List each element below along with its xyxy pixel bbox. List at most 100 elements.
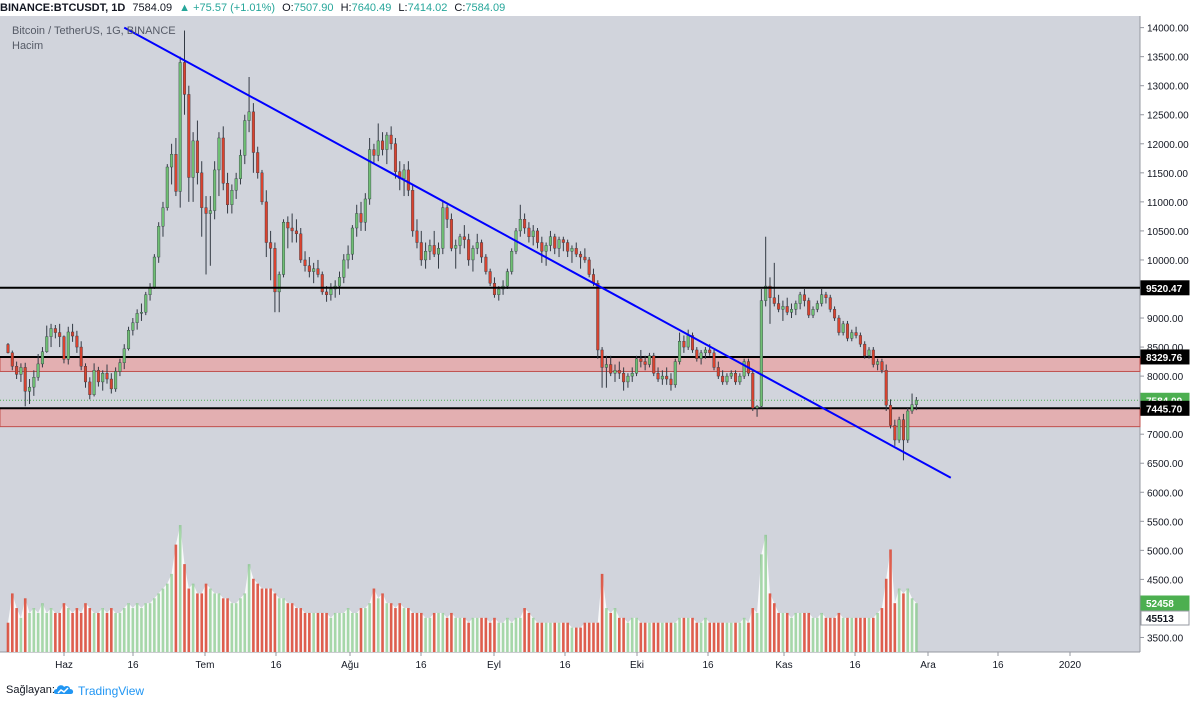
- volume-bar: [118, 612, 122, 652]
- volume-bar: [566, 622, 569, 652]
- candle-body: [269, 242, 273, 249]
- candle-body: [536, 230, 540, 243]
- volume-bar: [785, 612, 789, 652]
- upper-zone[interactable]: [0, 356, 1141, 372]
- volume-bar: [579, 627, 582, 652]
- candle-body: [656, 373, 660, 380]
- volume-bar: [846, 617, 849, 652]
- drawn-lines[interactable]: [0, 26, 1140, 479]
- volume-bar: [157, 593, 160, 652]
- volume-last-price-text: 52458: [1146, 599, 1174, 610]
- tradingview-brand[interactable]: TradingView: [78, 684, 145, 698]
- volume-bar: [463, 617, 466, 652]
- volume-bar: [265, 588, 268, 652]
- candle-body: [256, 152, 260, 174]
- candle-body: [695, 349, 699, 359]
- candle-body: [901, 419, 905, 441]
- price-tick-label: 9000.00: [1147, 314, 1184, 325]
- candle-body: [811, 309, 815, 316]
- price-chart[interactable]: 14000.00 13500.00 13000.00 12500.00 12000.00…: [0, 16, 1200, 676]
- volume-bar: [613, 608, 617, 652]
- candle-body: [751, 373, 755, 409]
- volume-bar: [333, 612, 337, 652]
- volume-bar: [863, 617, 866, 652]
- volume-bar: [6, 622, 10, 652]
- volume-bar: [562, 622, 565, 652]
- candle-body: [587, 259, 591, 275]
- volume-bar: [122, 608, 126, 652]
- candle-body: [764, 285, 768, 301]
- candle-body: [622, 373, 626, 383]
- zone-bottom-price-badge: [1140, 400, 1190, 416]
- candle-body: [867, 349, 871, 356]
- candle-body: [639, 358, 643, 362]
- candle-body: [441, 207, 445, 249]
- volume-bar: [454, 617, 458, 652]
- candle-body: [75, 335, 79, 348]
- lower-zone[interactable]: [0, 407, 1141, 428]
- candle-body: [49, 328, 53, 337]
- volume-bar: [277, 598, 281, 652]
- candle-body: [837, 317, 841, 333]
- volume-bar: [897, 588, 901, 652]
- volume-bar: [355, 612, 359, 652]
- candle-body: [178, 62, 182, 192]
- volume-bar: [626, 622, 630, 652]
- candle-body: [725, 375, 729, 383]
- tradingview-cloud-icon[interactable]: [52, 681, 76, 697]
- volume-bar: [153, 598, 156, 652]
- volume-bar: [411, 612, 414, 652]
- volume-bar: [351, 612, 354, 652]
- volume-bar: [110, 608, 113, 652]
- volume-bar: [200, 593, 204, 652]
- candle-body: [863, 343, 867, 356]
- volume-bar: [144, 603, 148, 652]
- volume-bar: [893, 603, 897, 652]
- volume-bar: [527, 612, 531, 652]
- volume-bar: [58, 612, 61, 652]
- price-tick-label: 11500.00: [1147, 169, 1188, 180]
- symbol-label[interactable]: BINANCE:BTCUSDT, 1D: [0, 2, 126, 14]
- candle-body: [716, 367, 720, 377]
- candle-body: [290, 227, 294, 232]
- time-tick-label: Eki: [630, 660, 644, 671]
- volume-bar: [316, 612, 320, 652]
- volume-bar: [656, 622, 660, 652]
- volume-bar: [187, 588, 191, 652]
- price-tick-label: 5500.00: [1147, 517, 1184, 528]
- volume-bar: [364, 608, 367, 652]
- volume-bar: [282, 598, 285, 652]
- symbol-header: BINANCE:BTCUSDT, 1D 7584.09 ▲ +75.57 (+1…: [0, 0, 1200, 16]
- candle-body: [83, 366, 87, 383]
- candle-body: [488, 271, 492, 284]
- time-tick-label: Haz: [55, 660, 73, 671]
- time-axis[interactable]: Haz 16 Tem 16 Ağu 16 Eyl 16 Eki 16 Kas 16 Ara 16 2020: [55, 652, 1082, 671]
- volume-bar: [209, 588, 212, 652]
- volume-bar: [772, 603, 776, 652]
- volume-bar: [695, 622, 699, 652]
- candle-body: [699, 352, 703, 359]
- volume-bar: [140, 608, 143, 652]
- candles: [6, 30, 918, 461]
- volume-bar: [23, 598, 27, 652]
- volume-bar: [747, 622, 750, 652]
- candle-body: [307, 265, 311, 272]
- volume-bar: [97, 612, 100, 652]
- candle-body: [10, 352, 14, 367]
- volume-bar: [135, 603, 139, 652]
- candle-body: [561, 239, 565, 243]
- candle-body: [393, 143, 397, 172]
- volume-bar: [764, 534, 767, 652]
- time-tick-label: 2020: [1059, 660, 1082, 671]
- candle-body: [673, 361, 677, 386]
- candle-body: [871, 349, 875, 365]
- volume-bar: [867, 617, 871, 652]
- candle-body: [906, 410, 910, 441]
- volume-bar: [717, 622, 720, 652]
- candle-body: [19, 367, 23, 375]
- descending-trendline[interactable]: [123, 26, 952, 479]
- plot-background: [0, 16, 1140, 652]
- volume-bar: [777, 612, 780, 652]
- price-tick-label: 13500.00: [1147, 53, 1189, 64]
- low-value: 7414.02: [407, 2, 448, 14]
